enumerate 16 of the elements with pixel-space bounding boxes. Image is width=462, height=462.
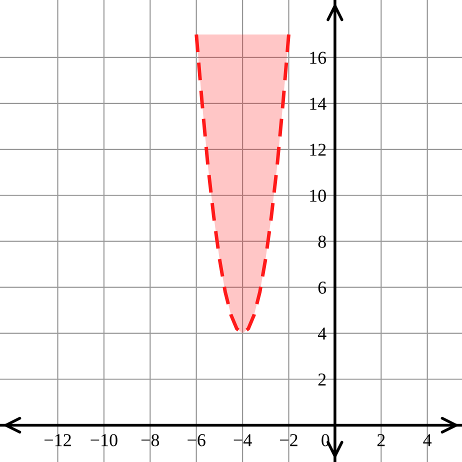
x-tick-label: −4 xyxy=(234,434,252,446)
x-tick-label: 4 xyxy=(423,434,432,446)
y-tick-label: 4 xyxy=(318,328,326,340)
y-tick-label: 12 xyxy=(310,144,326,156)
x-tick-label: 2 xyxy=(377,434,385,446)
x-tick-label: −10 xyxy=(90,434,118,446)
x-tick-label: −2 xyxy=(280,434,298,446)
y-tick-label: 16 xyxy=(310,52,326,64)
x-tick-label: −6 xyxy=(188,434,206,446)
y-tick-label: 2 xyxy=(318,374,326,386)
y-tick-label: 14 xyxy=(310,98,326,110)
y-tick-label: 6 xyxy=(318,282,326,294)
y-tick-label: 10 xyxy=(310,190,326,202)
x-tick-label: −8 xyxy=(141,434,160,446)
y-tick-label: 8 xyxy=(318,236,326,248)
x-tick-label: −12 xyxy=(44,434,71,446)
